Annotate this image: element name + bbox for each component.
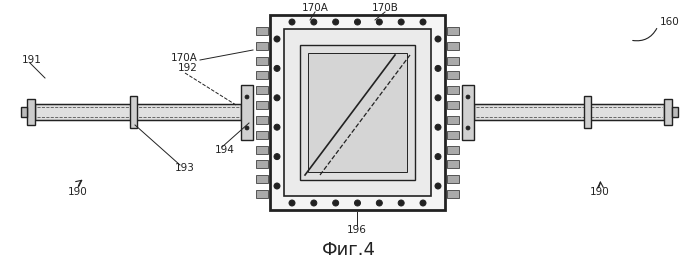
Bar bbox=[447, 27, 459, 35]
Circle shape bbox=[435, 36, 441, 42]
Bar bbox=[447, 175, 459, 183]
Circle shape bbox=[245, 126, 249, 130]
Bar bbox=[447, 131, 459, 139]
Circle shape bbox=[274, 36, 280, 42]
Bar bbox=[241, 85, 253, 140]
Text: 170A: 170A bbox=[171, 53, 198, 63]
Circle shape bbox=[245, 95, 249, 99]
Circle shape bbox=[466, 126, 470, 130]
Text: 190: 190 bbox=[68, 187, 88, 197]
Text: 193: 193 bbox=[175, 163, 195, 173]
Circle shape bbox=[420, 19, 426, 25]
Bar bbox=[462, 85, 474, 140]
Bar bbox=[447, 160, 459, 168]
Bar bbox=[447, 190, 459, 198]
Bar bbox=[308, 53, 407, 172]
Bar bbox=[270, 15, 445, 210]
Bar bbox=[256, 131, 268, 139]
Bar bbox=[256, 101, 268, 109]
Circle shape bbox=[274, 154, 280, 160]
Bar bbox=[284, 29, 431, 196]
Circle shape bbox=[398, 200, 404, 206]
Circle shape bbox=[376, 19, 382, 25]
Text: Фиг.4: Фиг.4 bbox=[322, 241, 376, 259]
Bar bbox=[664, 99, 672, 125]
Circle shape bbox=[435, 95, 441, 101]
Text: 190: 190 bbox=[590, 187, 610, 197]
Bar bbox=[447, 145, 459, 153]
Bar bbox=[447, 86, 459, 94]
Bar bbox=[447, 57, 459, 65]
Circle shape bbox=[333, 19, 339, 25]
Bar bbox=[447, 42, 459, 50]
Bar bbox=[256, 72, 268, 80]
Circle shape bbox=[311, 200, 317, 206]
Circle shape bbox=[311, 19, 317, 25]
Circle shape bbox=[274, 183, 280, 189]
Circle shape bbox=[435, 124, 441, 130]
Bar bbox=[474, 104, 664, 120]
Bar bbox=[672, 107, 678, 117]
Circle shape bbox=[354, 200, 361, 206]
Text: 160: 160 bbox=[660, 17, 679, 27]
Bar bbox=[447, 72, 459, 80]
Bar bbox=[35, 104, 241, 120]
Circle shape bbox=[333, 200, 339, 206]
Bar bbox=[300, 45, 415, 180]
Bar bbox=[447, 101, 459, 109]
Circle shape bbox=[274, 124, 280, 130]
Circle shape bbox=[274, 65, 280, 71]
Bar bbox=[130, 96, 137, 128]
Circle shape bbox=[274, 95, 280, 101]
Circle shape bbox=[435, 65, 441, 71]
Circle shape bbox=[466, 95, 470, 99]
Bar bbox=[256, 42, 268, 50]
Circle shape bbox=[376, 200, 382, 206]
Text: 191: 191 bbox=[22, 55, 42, 65]
Bar bbox=[256, 86, 268, 94]
Bar bbox=[256, 175, 268, 183]
Circle shape bbox=[289, 19, 295, 25]
Text: 196: 196 bbox=[347, 225, 367, 235]
Text: 192: 192 bbox=[178, 63, 198, 73]
Bar bbox=[256, 160, 268, 168]
Bar bbox=[256, 116, 268, 124]
Bar bbox=[256, 57, 268, 65]
Text: 170A: 170A bbox=[301, 3, 329, 13]
Circle shape bbox=[289, 200, 295, 206]
Bar bbox=[256, 145, 268, 153]
Text: 194: 194 bbox=[215, 145, 235, 155]
Circle shape bbox=[354, 19, 361, 25]
Circle shape bbox=[435, 183, 441, 189]
Bar bbox=[447, 116, 459, 124]
Bar bbox=[21, 107, 27, 117]
Bar bbox=[256, 27, 268, 35]
Text: 170B: 170B bbox=[372, 3, 398, 13]
Circle shape bbox=[435, 154, 441, 160]
Circle shape bbox=[420, 200, 426, 206]
Bar bbox=[584, 96, 591, 128]
Bar bbox=[256, 190, 268, 198]
Circle shape bbox=[398, 19, 404, 25]
Bar bbox=[27, 99, 35, 125]
